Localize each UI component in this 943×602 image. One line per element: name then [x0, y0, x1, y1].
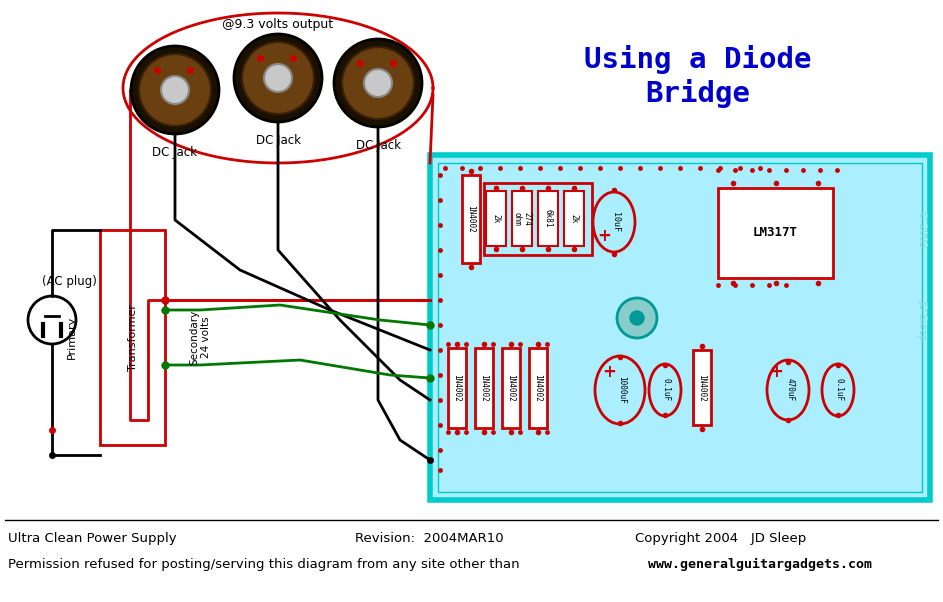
Circle shape	[242, 42, 314, 114]
Text: +: +	[769, 363, 783, 381]
Text: Primary: Primary	[67, 316, 77, 359]
Bar	[538, 191, 558, 246]
Bar	[448, 348, 466, 428]
Circle shape	[617, 298, 657, 338]
Bar	[502, 348, 520, 428]
Bar	[512, 191, 532, 246]
Text: (AC plug): (AC plug)	[42, 276, 97, 288]
Text: 2k: 2k	[491, 214, 501, 223]
Text: Revision:  2004MAR10: Revision: 2004MAR10	[355, 532, 504, 545]
Text: 10uF: 10uF	[611, 212, 620, 232]
Bar	[718, 188, 833, 278]
Text: +: +	[597, 227, 611, 245]
Bar	[564, 191, 584, 246]
Text: 2k: 2k	[570, 214, 578, 223]
Text: 1N4002: 1N4002	[506, 374, 516, 402]
Text: 1N4002: 1N4002	[479, 374, 488, 402]
Text: 274
ohm: 274 ohm	[512, 211, 532, 225]
Text: 1N4002: 1N4002	[698, 374, 706, 402]
Circle shape	[334, 39, 422, 127]
Text: 0.1uF: 0.1uF	[661, 379, 670, 402]
Circle shape	[630, 311, 644, 325]
Circle shape	[364, 69, 392, 97]
Circle shape	[342, 47, 414, 119]
Circle shape	[264, 64, 292, 92]
Text: 6k81: 6k81	[543, 209, 553, 228]
Bar	[486, 191, 506, 246]
Bar	[484, 183, 592, 255]
Text: @9.3 volts output: @9.3 volts output	[223, 18, 334, 31]
Text: LM317T: LM317T	[753, 226, 798, 240]
Text: www.generalguitargadgets.com: www.generalguitargadgets.com	[648, 558, 872, 571]
Text: 1N4002: 1N4002	[467, 205, 475, 233]
Circle shape	[161, 76, 189, 104]
Text: JD Sleep: JD Sleep	[917, 300, 927, 340]
Text: DC Jack: DC Jack	[256, 134, 301, 147]
Text: +: +	[602, 363, 616, 381]
Text: 1N4002: 1N4002	[534, 374, 542, 402]
Circle shape	[131, 46, 219, 134]
Bar	[693, 350, 711, 425]
Text: Transformer: Transformer	[127, 304, 138, 371]
Text: DC Jack: DC Jack	[153, 146, 197, 159]
Text: 470uF: 470uF	[786, 379, 795, 402]
Bar	[462, 175, 480, 263]
Bar	[100, 230, 165, 445]
Text: Permission refused for posting/serving this diagram from any site other than: Permission refused for posting/serving t…	[8, 558, 520, 571]
Text: © 2003: © 2003	[917, 210, 927, 247]
Circle shape	[139, 54, 211, 126]
Circle shape	[234, 34, 322, 122]
Text: 1000uF: 1000uF	[618, 376, 626, 404]
Text: Copyright 2004   JD Sleep: Copyright 2004 JD Sleep	[635, 532, 806, 545]
Bar	[430, 155, 930, 500]
Bar	[475, 348, 493, 428]
Text: Secondary
24 volts: Secondary 24 volts	[190, 310, 211, 365]
Text: Using a Diode
Bridge: Using a Diode Bridge	[585, 45, 812, 108]
Text: DC Jack: DC Jack	[356, 139, 401, 152]
Bar	[438, 163, 922, 492]
Text: Ultra Clean Power Supply: Ultra Clean Power Supply	[8, 532, 176, 545]
Text: 0.1uF: 0.1uF	[835, 379, 843, 402]
Text: 1N4002: 1N4002	[453, 374, 461, 402]
Bar	[529, 348, 547, 428]
